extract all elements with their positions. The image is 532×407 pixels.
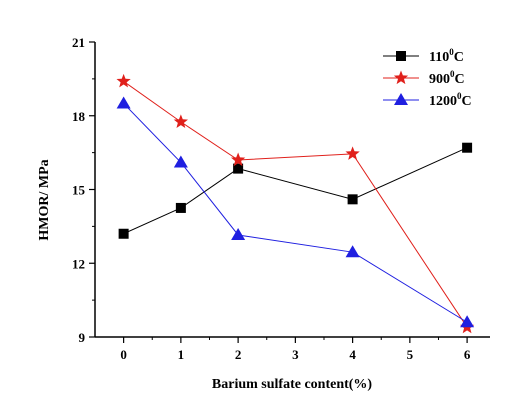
legend-label: 9000C — [429, 69, 465, 87]
data-point — [173, 114, 188, 128]
x-axis-label: Barium sulfate content(%) — [212, 377, 373, 392]
data-point — [347, 194, 358, 205]
legend-label: 12000C — [429, 91, 472, 109]
data-point — [233, 163, 244, 174]
data-point — [116, 73, 131, 88]
x-tick-label: 1 — [178, 347, 185, 362]
x-tick-label: 0 — [120, 347, 127, 362]
plot-area — [116, 73, 475, 334]
y-axis-label: HMOR/ MPa — [37, 159, 52, 240]
data-point — [175, 202, 186, 213]
legend: 1100C 9000C 12000C — [383, 47, 472, 109]
y-tick-label: 21 — [72, 35, 85, 50]
data-point — [394, 93, 408, 105]
x-tick-label: 5 — [407, 347, 414, 362]
legend-item: 12000C — [383, 91, 472, 109]
data-point — [116, 96, 131, 109]
data-point — [396, 51, 406, 61]
y-tick-label: 12 — [72, 256, 85, 271]
x-tick-label: 4 — [349, 347, 356, 362]
data-point — [230, 152, 246, 167]
data-point — [460, 315, 475, 328]
data-point — [118, 228, 129, 239]
y-tick-label: 15 — [72, 183, 86, 198]
x-tick-label: 2 — [235, 347, 242, 362]
legend-label: 1100C — [429, 47, 464, 65]
x-tick-label: 6 — [464, 347, 471, 362]
series — [116, 96, 475, 328]
series — [118, 142, 473, 239]
data-point — [393, 70, 409, 85]
data-point — [345, 146, 360, 160]
data-point — [345, 245, 360, 258]
data-point — [173, 155, 188, 168]
y-tick-label: 18 — [72, 109, 86, 124]
data-point — [231, 227, 246, 240]
series-line — [123, 103, 468, 323]
data-point — [462, 142, 473, 153]
legend-item: 1100C — [383, 47, 464, 65]
series-line — [123, 147, 468, 235]
legend-item: 9000C — [383, 69, 465, 87]
y-tick-label: 9 — [79, 330, 86, 345]
x-tick-label: 3 — [292, 347, 299, 362]
